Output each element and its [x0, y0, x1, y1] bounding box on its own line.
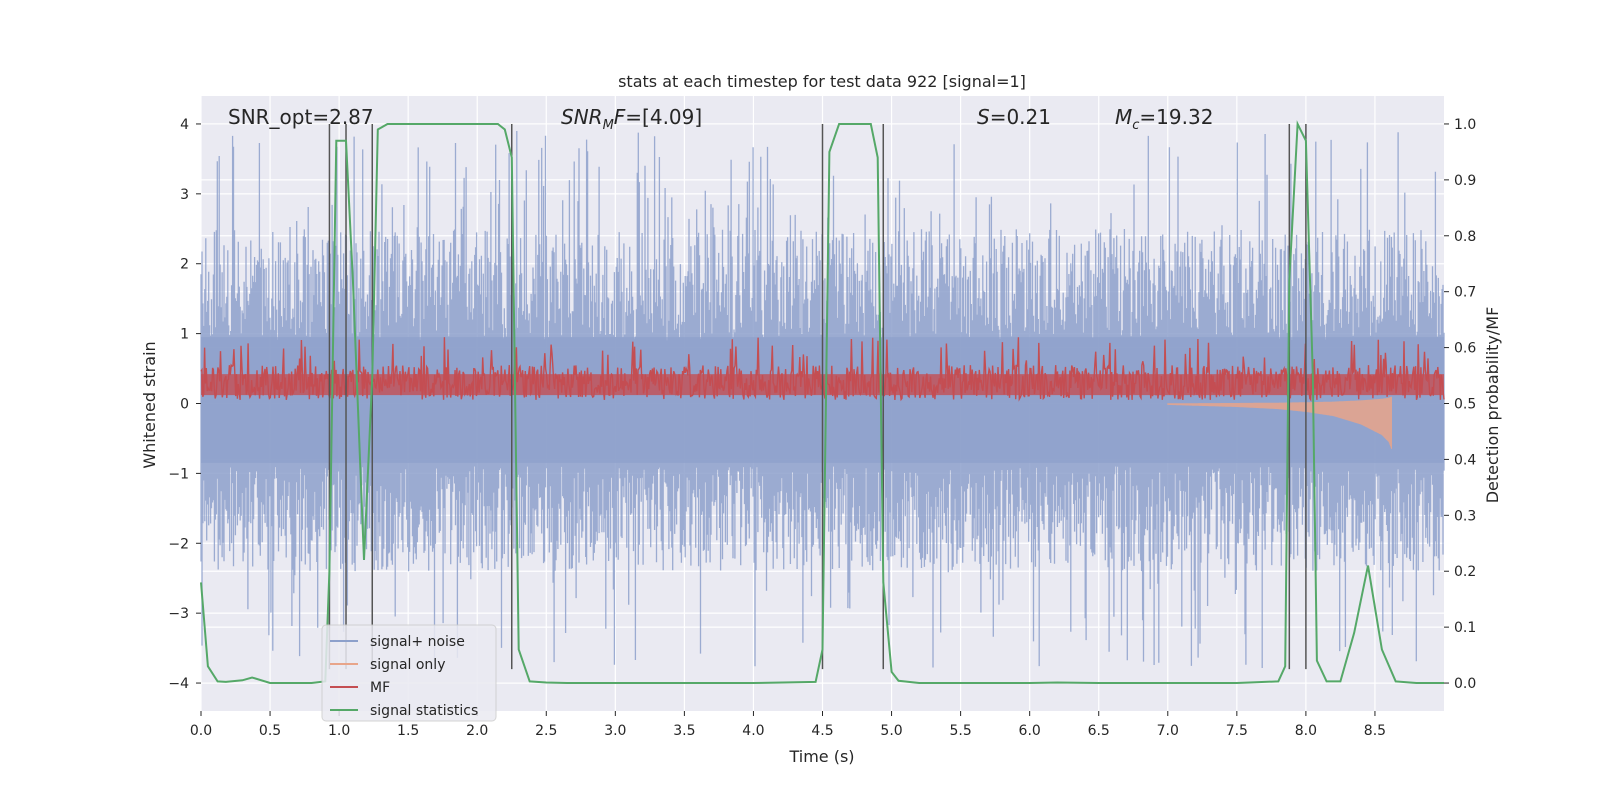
y-right-tick-label: 0.9	[1454, 173, 1476, 189]
annotation-snr-mf: SNRMF=[4.09]	[561, 105, 702, 133]
x-tick-label: 1.5	[397, 723, 419, 739]
y-right-tick-label: 1.0	[1454, 117, 1476, 133]
x-tick-label: 4.5	[811, 723, 833, 739]
annotations: SNR_opt=2.87 SNRMF=[4.09] S=0.21 Mc=19.32	[228, 105, 1213, 133]
x-tick-label: 0.0	[190, 723, 212, 739]
x-tick-label: 5.0	[880, 723, 902, 739]
legend-label: signal statistics	[370, 703, 478, 719]
y-left-tick-label: −3	[168, 606, 189, 622]
y-right-tick-label: 0.5	[1454, 397, 1476, 413]
y-left-tick-label: 2	[180, 257, 189, 273]
legend-box	[321, 624, 497, 722]
y-axis-label-left: Whitened strain	[140, 341, 159, 468]
legend: signal+ noise signal only MF signal statist…	[321, 624, 497, 722]
y-right-tick-label: 0.0	[1454, 676, 1476, 692]
x-tick-label: 8.0	[1295, 723, 1317, 739]
x-tick-label: 2.5	[535, 723, 557, 739]
x-tick-label: 1.0	[328, 723, 350, 739]
y-left-tick-label: 3	[180, 187, 189, 203]
legend-label: signal only	[370, 657, 445, 673]
x-tick-label: 3.0	[604, 723, 626, 739]
signal-only-line	[1167, 396, 1392, 449]
x-tick-label: 6.5	[1088, 723, 1110, 739]
x-tick-label: 7.5	[1226, 723, 1248, 739]
x-tick-label: 3.5	[673, 723, 695, 739]
y-right-tick-label: 0.7	[1454, 285, 1476, 301]
x-tick-label: 6.0	[1019, 723, 1041, 739]
y-left-tick-label: 4	[180, 117, 189, 133]
signal-statistics-line	[200, 120, 1444, 684]
x-tick-label: 4.0	[742, 723, 764, 739]
legend-label: MF	[370, 680, 390, 696]
y-left-tick-label: −1	[168, 466, 189, 482]
legend-label: signal+ noise	[370, 634, 465, 650]
y-left-tick-label: 0	[180, 397, 189, 413]
signal-statistics-series	[200, 120, 1444, 684]
x-tick-label: 2.0	[466, 723, 488, 739]
chart-title: stats at each timestep for test data 922…	[618, 72, 1026, 91]
x-tick-label: 0.5	[259, 723, 281, 739]
y-right-tick-label: 0.3	[1454, 508, 1476, 524]
x-axis-label: Time (s)	[788, 747, 854, 766]
y-right-tick-label: 0.6	[1454, 341, 1476, 357]
annotation-mc-value: Mc=19.32	[1115, 105, 1213, 133]
y-right-tick-label: 0.2	[1454, 564, 1476, 580]
signal-only-series	[1167, 396, 1392, 449]
x-tick-label: 5.5	[949, 723, 971, 739]
annotation-s-value: S=0.21	[977, 105, 1051, 129]
y-left-tick-label: −2	[168, 536, 189, 552]
y-axis-label-right: Detection probability/MF	[1483, 307, 1502, 504]
x-tick-label: 7.0	[1157, 723, 1179, 739]
y-right-tick-label: 0.4	[1454, 452, 1476, 468]
y-left-tick-label: 1	[180, 327, 189, 343]
y-right-tick-label: 0.8	[1454, 229, 1476, 245]
ticks: 0.0 0.5 1.0 1.5 2.0 2.5 3.0 3.5 4.0 4.5 5.0 5.5 6.0 6…	[168, 117, 1476, 739]
annotation-snr-opt: SNR_opt=2.87	[228, 105, 374, 129]
y-left-tick-label: −4	[168, 676, 189, 692]
x-tick-label: 8.5	[1364, 723, 1386, 739]
y-right-tick-label: 0.1	[1454, 620, 1476, 636]
